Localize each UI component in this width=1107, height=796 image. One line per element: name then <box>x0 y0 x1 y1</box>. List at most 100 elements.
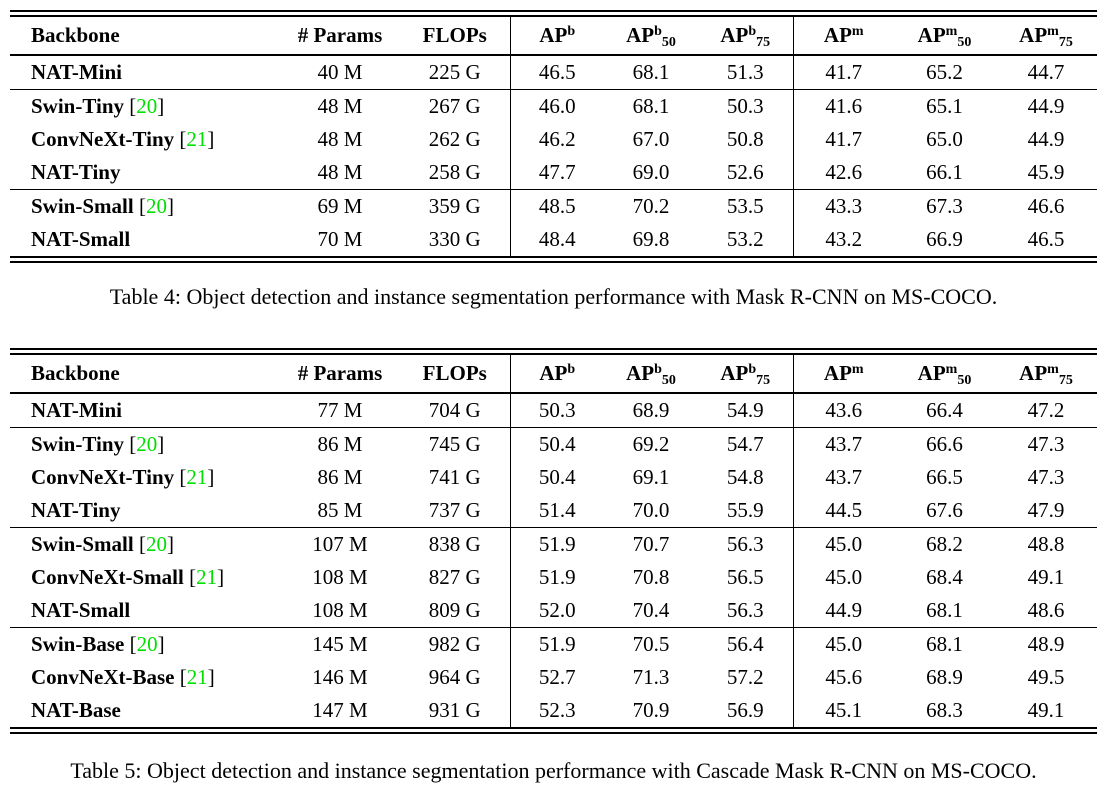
citation-link[interactable]: 20 <box>136 94 158 118</box>
metric-cell: 964 G <box>428 665 481 689</box>
metric-cell: 44.5 <box>792 494 894 528</box>
metric-cell: 52.3 <box>509 694 604 731</box>
metric-cell: 45.9 <box>1027 160 1065 184</box>
metric-cell: 69 M <box>317 194 363 218</box>
metric-cell: 68.3 <box>926 698 963 722</box>
table-row: NAT-Base 147 M 931 G 52.3 70.9 56.9 45.1 68.3 49… <box>10 694 1097 731</box>
metric-cell: 53.2 <box>726 227 764 251</box>
row-group: NAT-Mini 40 M 225 G 46.5 68.1 51.3 41.7 65.2 44.… <box>10 55 1097 90</box>
column-header: # Params <box>297 361 383 385</box>
metric-cell: 108 M <box>312 565 368 589</box>
metric-cell: 65.1 <box>926 94 963 118</box>
metric-cell: 258 G <box>428 160 481 184</box>
metric-cell: 48 M <box>317 127 363 151</box>
metric-cell: 56.5 <box>726 565 764 589</box>
citation-link[interactable]: 20 <box>136 632 158 656</box>
metric-cell: 47.9 <box>1027 498 1065 522</box>
citation-link[interactable]: 20 <box>145 532 167 556</box>
metric-cell: 47.3 <box>1027 432 1065 456</box>
column-header: FLOPs <box>422 23 487 47</box>
metric-cell: 745 G <box>428 432 481 456</box>
metric-cell: 68.1 <box>926 632 963 656</box>
metric-cell: 43.7 <box>792 461 894 494</box>
metric-cell: 51.9 <box>509 561 604 594</box>
metric-cell: 69.1 <box>632 465 670 489</box>
metric-cell: 48 M <box>317 94 363 118</box>
metric-cell: 70.9 <box>632 698 670 722</box>
backbone-cell: NAT-Tiny <box>31 498 121 522</box>
citation-link[interactable]: 21 <box>196 565 218 589</box>
metric-cell: 52.6 <box>726 160 764 184</box>
metric-cell: 40 M <box>317 60 363 84</box>
metric-cell: 48.9 <box>1027 632 1065 656</box>
column-header: APb <box>509 351 604 393</box>
table-row: Swin-Tiny [20] 86 M 745 G 50.4 69.2 54.7 43.7 6… <box>10 427 1097 461</box>
backbone-cell: ConvNeXt-Base [21] <box>31 665 215 689</box>
citation-link[interactable]: 21 <box>186 127 208 151</box>
metric-cell: 69.0 <box>632 160 670 184</box>
citation-link[interactable]: 20 <box>136 432 158 456</box>
metric-cell: 55.9 <box>726 498 764 522</box>
table5-caption: Table 5: Object detection and instance s… <box>70 758 1037 783</box>
metric-cell: 56.3 <box>726 598 764 622</box>
header-row: Backbone # Params FLOPs APb APb50 APb75 APm APm… <box>10 351 1097 393</box>
metric-cell: 41.7 <box>792 55 894 90</box>
metric-cell: 50.4 <box>509 461 604 494</box>
metric-cell: 50.3 <box>509 393 604 428</box>
metric-cell: 49.5 <box>1027 665 1065 689</box>
metric-cell: 77 M <box>317 398 363 422</box>
metric-cell: 67.6 <box>926 498 963 522</box>
metric-cell: 43.3 <box>792 189 894 223</box>
column-header: APb <box>509 13 604 55</box>
column-header: APm75 <box>1019 23 1073 50</box>
metric-cell: 46.5 <box>509 55 604 90</box>
column-header: # Params <box>297 23 383 47</box>
metric-cell: 69.8 <box>632 227 670 251</box>
row-group: Swin-Small [20] 107 M 838 G 51.9 70.7 56.3 45.… <box>10 527 1097 628</box>
backbone-cell: Swin-Tiny [20] <box>31 94 165 118</box>
metric-cell: 66.4 <box>926 398 963 422</box>
metric-cell: 50.4 <box>509 427 604 461</box>
metric-cell: 47.3 <box>1027 465 1065 489</box>
metric-cell: 47.7 <box>509 156 604 190</box>
table-row: ConvNeXt-Small [21] 108 M 827 G 51.9 70.8 56.… <box>10 561 1097 594</box>
backbone-cell: NAT-Mini <box>31 60 123 84</box>
metric-cell: 47.2 <box>1027 398 1065 422</box>
backbone-cell: Swin-Small [20] <box>31 194 174 218</box>
metric-cell: 68.2 <box>926 532 963 556</box>
metric-cell: 931 G <box>428 698 481 722</box>
metric-cell: 359 G <box>428 194 481 218</box>
column-header: APm <box>792 13 894 55</box>
table-row: NAT-Small 108 M 809 G 52.0 70.4 56.3 44.9 68.1 4… <box>10 594 1097 628</box>
metric-cell: 65.0 <box>926 127 963 151</box>
metric-cell: 330 G <box>428 227 481 251</box>
citation-link[interactable]: 21 <box>186 465 208 489</box>
metric-cell: 267 G <box>428 94 481 118</box>
metric-cell: 53.5 <box>726 194 764 218</box>
citation-link[interactable]: 21 <box>186 665 208 689</box>
citation-link[interactable]: 20 <box>145 194 167 218</box>
metric-cell: 48.4 <box>509 223 604 260</box>
metric-cell: 809 G <box>428 598 481 622</box>
metric-cell: 86 M <box>317 465 363 489</box>
metric-cell: 70.0 <box>632 498 670 522</box>
table-row: NAT-Tiny 85 M 737 G 51.4 70.0 55.9 44.5 67.6 47.… <box>10 494 1097 528</box>
metric-cell: 70.8 <box>632 565 670 589</box>
metric-cell: 51.3 <box>726 60 764 84</box>
metric-cell: 827 G <box>428 565 481 589</box>
column-header: Backbone <box>31 361 120 385</box>
table-row: Swin-Small [20] 69 M 359 G 48.5 70.2 53.5 43.3… <box>10 189 1097 223</box>
table-row: NAT-Mini 40 M 225 G 46.5 68.1 51.3 41.7 65.2 44.… <box>10 55 1097 90</box>
metric-cell: 48.8 <box>1027 532 1065 556</box>
metric-cell: 44.9 <box>1027 127 1065 151</box>
backbone-cell: NAT-Mini <box>31 398 123 422</box>
backbone-cell: NAT-Tiny <box>31 160 121 184</box>
metric-cell: 65.2 <box>926 60 963 84</box>
metric-cell: 50.3 <box>726 94 764 118</box>
metric-cell: 46.5 <box>1027 227 1065 251</box>
column-header: APm <box>792 351 894 393</box>
metric-cell: 48.6 <box>1027 598 1065 622</box>
metric-cell: 54.9 <box>726 398 764 422</box>
column-header: APm75 <box>1019 361 1073 388</box>
metric-cell: 44.9 <box>792 594 894 628</box>
